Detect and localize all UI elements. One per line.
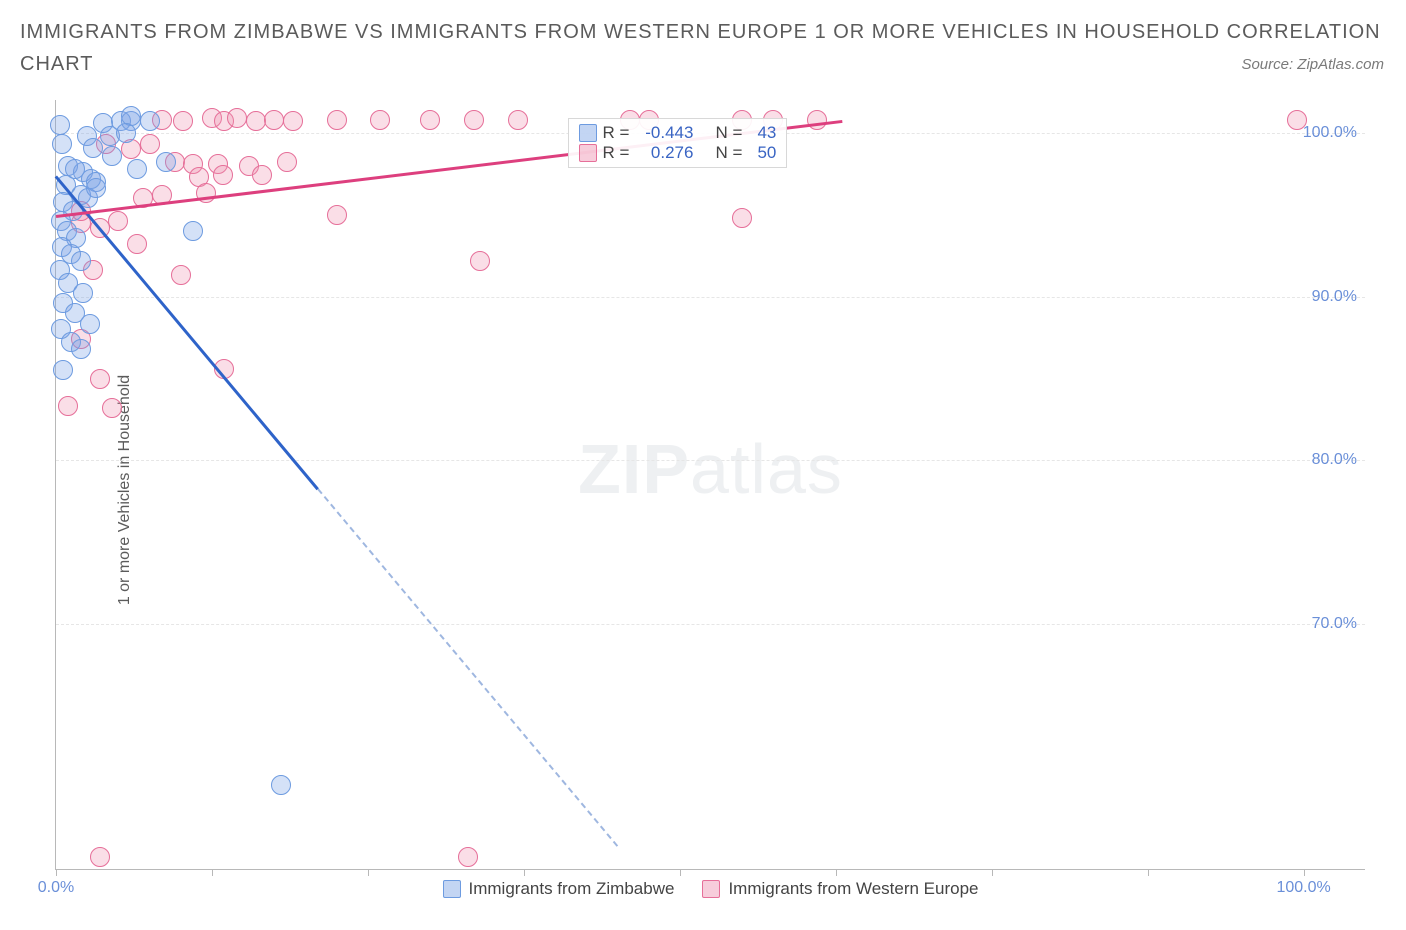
data-point [83,138,103,158]
x-tick [1148,869,1149,876]
data-point [173,111,193,131]
chart-title: IMMIGRANTS FROM ZIMBABWE VS IMMIGRANTS F… [20,16,1386,80]
y-tick-label: 100.0% [1303,124,1357,142]
x-tick [680,869,681,876]
series-swatch [443,880,461,898]
data-point [327,110,347,130]
data-point [213,165,233,185]
data-point [508,110,528,130]
x-tick [1304,869,1305,876]
data-point [807,110,827,130]
series-swatch [579,144,597,162]
x-tick [992,869,993,876]
data-point [420,110,440,130]
data-point [327,205,347,225]
data-point [140,134,160,154]
stats-box: R =-0.443 N = 43 R =0.276 N = 50 [568,118,788,168]
y-tick-label: 70.0% [1312,615,1357,633]
legend-label: Immigrants from Zimbabwe [469,879,675,899]
plot-area: ZIPatlas 70.0%80.0%90.0%100.0%0.0%100.0%… [55,100,1365,870]
data-point [127,234,147,254]
series-swatch [579,124,597,142]
data-point [227,108,247,128]
data-point [52,134,72,154]
x-tick [212,869,213,876]
data-point [73,283,93,303]
data-point [271,775,291,795]
data-point [458,847,478,867]
n-label: N = [715,143,742,163]
data-point [50,115,70,135]
stats-row: R =-0.443 N = 43 [579,123,777,143]
legend-item: Immigrants from Zimbabwe [443,879,675,899]
data-point [370,110,390,130]
legend-item: Immigrants from Western Europe [702,879,978,899]
data-point [80,314,100,334]
data-point [171,265,191,285]
r-label: R = [603,143,630,163]
data-point [108,211,128,231]
data-point [71,339,91,359]
data-point [90,847,110,867]
trend-line-extended [317,489,618,847]
n-value: 50 [748,143,776,163]
data-point [183,221,203,241]
data-point [116,123,136,143]
y-tick-label: 80.0% [1312,451,1357,469]
x-tick [836,869,837,876]
data-point [90,369,110,389]
data-point [283,111,303,131]
data-point [246,111,266,131]
n-label: N = [715,123,742,143]
series-swatch [702,880,720,898]
data-point [102,146,122,166]
r-value: -0.443 [635,123,693,143]
data-point [86,178,106,198]
legend: Immigrants from Zimbabwe Immigrants from … [56,879,1365,903]
data-point [1287,110,1307,130]
data-point [53,360,73,380]
chart-area: 1 or more Vehicles in Household ZIPatlas… [0,90,1406,890]
r-value: 0.276 [635,143,693,163]
data-point [732,208,752,228]
data-point [127,159,147,179]
y-tick-label: 90.0% [1312,288,1357,306]
data-point [140,111,160,131]
data-point [65,159,85,179]
x-tick [524,869,525,876]
stats-row: R =0.276 N = 50 [579,143,777,163]
data-point [470,251,490,271]
data-point [156,152,176,172]
watermark: ZIPatlas [578,429,843,509]
data-point [58,396,78,416]
data-point [71,251,91,271]
n-value: 43 [748,123,776,143]
gridline [56,624,1365,625]
data-point [464,110,484,130]
gridline [56,297,1365,298]
data-point [264,110,284,130]
r-label: R = [603,123,630,143]
data-point [196,183,216,203]
x-tick [368,869,369,876]
x-tick [56,869,57,876]
data-point [102,398,122,418]
source-label: Source: ZipAtlas.com [1241,56,1384,73]
gridline [56,460,1365,461]
data-point [252,165,272,185]
data-point [277,152,297,172]
legend-label: Immigrants from Western Europe [728,879,978,899]
